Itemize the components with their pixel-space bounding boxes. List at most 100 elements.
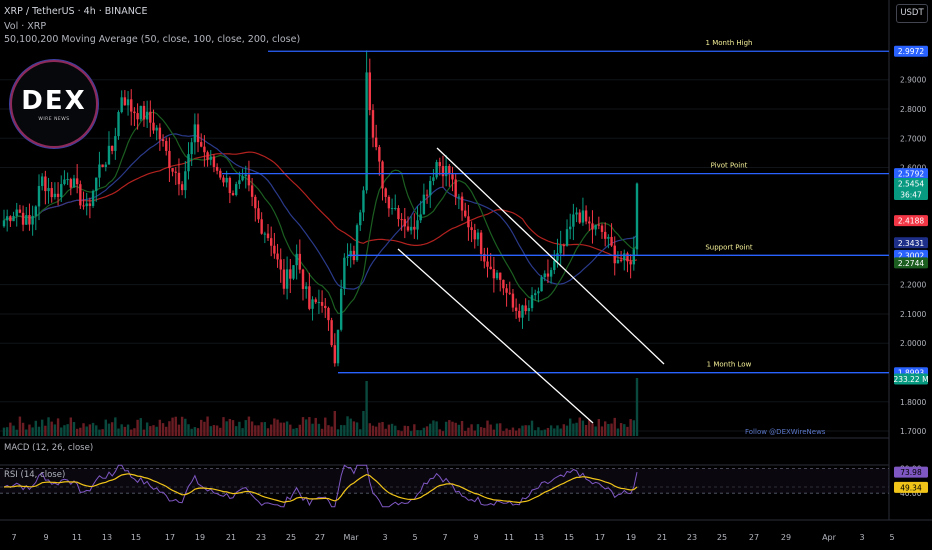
volume-bar xyxy=(499,423,502,436)
price-tag-label: 2.4188 xyxy=(898,217,924,226)
candle-body xyxy=(632,249,636,265)
candle-body xyxy=(483,253,486,262)
candle-body xyxy=(603,231,607,239)
candle-body xyxy=(384,188,387,197)
candle-body xyxy=(635,183,639,250)
candle-body xyxy=(209,156,212,160)
candle-body xyxy=(247,174,251,186)
price-axis: 2.9000 2.8000 2.7000 2.6000 2.2000 2.1000 2.00… xyxy=(900,76,926,436)
candle-body xyxy=(390,208,394,210)
volume-bar xyxy=(635,378,639,436)
candle-body xyxy=(292,265,295,279)
volume-bar xyxy=(187,424,190,436)
candle-body xyxy=(273,245,276,254)
volume-bar xyxy=(177,424,181,436)
volume-bar xyxy=(626,426,629,436)
candle-body xyxy=(37,186,41,207)
price-tick-label: 2.2000 xyxy=(900,281,926,290)
time-tick-label: Mar xyxy=(343,533,359,542)
volume-label: Vol · XRP xyxy=(4,21,47,32)
candle-body xyxy=(365,72,368,191)
volume-bar xyxy=(126,424,130,436)
candle-body xyxy=(149,111,152,123)
volume-bar xyxy=(155,426,158,436)
volume-bar xyxy=(359,429,362,436)
candle-body xyxy=(368,72,372,111)
candle-body xyxy=(158,127,162,140)
price-tag xyxy=(894,257,928,269)
candle-body xyxy=(180,184,184,191)
volume-bar xyxy=(572,423,575,436)
volume-bar xyxy=(556,425,559,436)
volume-bar xyxy=(479,427,483,436)
candle-body xyxy=(505,288,508,293)
volume-bar xyxy=(362,411,365,436)
candle-body xyxy=(502,279,505,289)
candle-body xyxy=(304,286,308,289)
volume-bar xyxy=(21,422,25,436)
volume-bar xyxy=(88,424,92,436)
volume-bar xyxy=(66,424,69,436)
candle-body xyxy=(495,272,499,279)
candle-body xyxy=(241,176,244,181)
volume-bar xyxy=(425,426,429,436)
volume-bar xyxy=(37,426,41,436)
volume-bar xyxy=(581,420,585,436)
time-tick-label: Apr xyxy=(822,533,837,542)
time-tick-label: 9 xyxy=(473,533,478,542)
chart-title: XRP / TetherUS · 4h · BINANCE xyxy=(4,6,148,17)
price-tick-label: 1.7000 xyxy=(900,427,926,436)
volume-bar xyxy=(495,423,499,436)
price-tick-label: 1.8000 xyxy=(900,398,926,407)
candle-body xyxy=(206,152,209,160)
candle-body xyxy=(91,190,95,206)
candle-body xyxy=(25,215,28,225)
volume-bar xyxy=(101,429,104,436)
volume-bar xyxy=(235,426,238,436)
volume-bar xyxy=(365,381,368,436)
price-tag xyxy=(894,373,928,385)
candle-body xyxy=(298,253,302,270)
volume-bar xyxy=(75,428,79,436)
candle-body xyxy=(409,226,413,231)
watermark: Follow @DEXWireNews xyxy=(745,428,826,436)
volume-bar xyxy=(486,420,489,436)
volume-bar xyxy=(91,422,95,436)
candle-body xyxy=(231,193,235,195)
candle-body xyxy=(578,212,581,223)
candle-body xyxy=(285,269,289,289)
candle-body xyxy=(79,184,82,206)
volume-bar xyxy=(390,423,394,436)
candle-body xyxy=(21,212,25,225)
volume-bar xyxy=(378,422,381,436)
rsi-label: RSI (14, close) xyxy=(4,470,66,480)
currency-button[interactable]: USDT xyxy=(896,4,928,23)
volume-bar xyxy=(200,419,203,436)
candle-body xyxy=(50,188,53,198)
candle-body xyxy=(521,305,524,318)
price-tick-label: 2.1000 xyxy=(900,310,926,319)
volume-bar xyxy=(69,417,72,436)
volume-bar xyxy=(613,417,616,436)
volume-bar xyxy=(406,426,410,436)
candle-body xyxy=(136,113,139,120)
candle-body xyxy=(343,257,346,289)
volume-bar xyxy=(349,418,352,436)
volume-bar xyxy=(276,419,279,436)
volume-bar xyxy=(422,427,426,436)
time-tick-label: 15 xyxy=(564,533,574,542)
candle-body xyxy=(565,229,569,246)
candle-body xyxy=(429,180,432,196)
candle-body xyxy=(145,111,149,120)
volume-bar xyxy=(133,428,136,436)
volume-bar xyxy=(549,425,553,436)
volume-bar xyxy=(298,424,302,436)
candle-body xyxy=(419,214,422,221)
time-tick-label: 7 xyxy=(11,533,16,542)
candle-body xyxy=(549,270,553,277)
volume-bar xyxy=(403,425,406,436)
ma-100-line xyxy=(3,133,638,290)
volume-bar xyxy=(343,425,346,436)
price-tag xyxy=(894,237,928,249)
